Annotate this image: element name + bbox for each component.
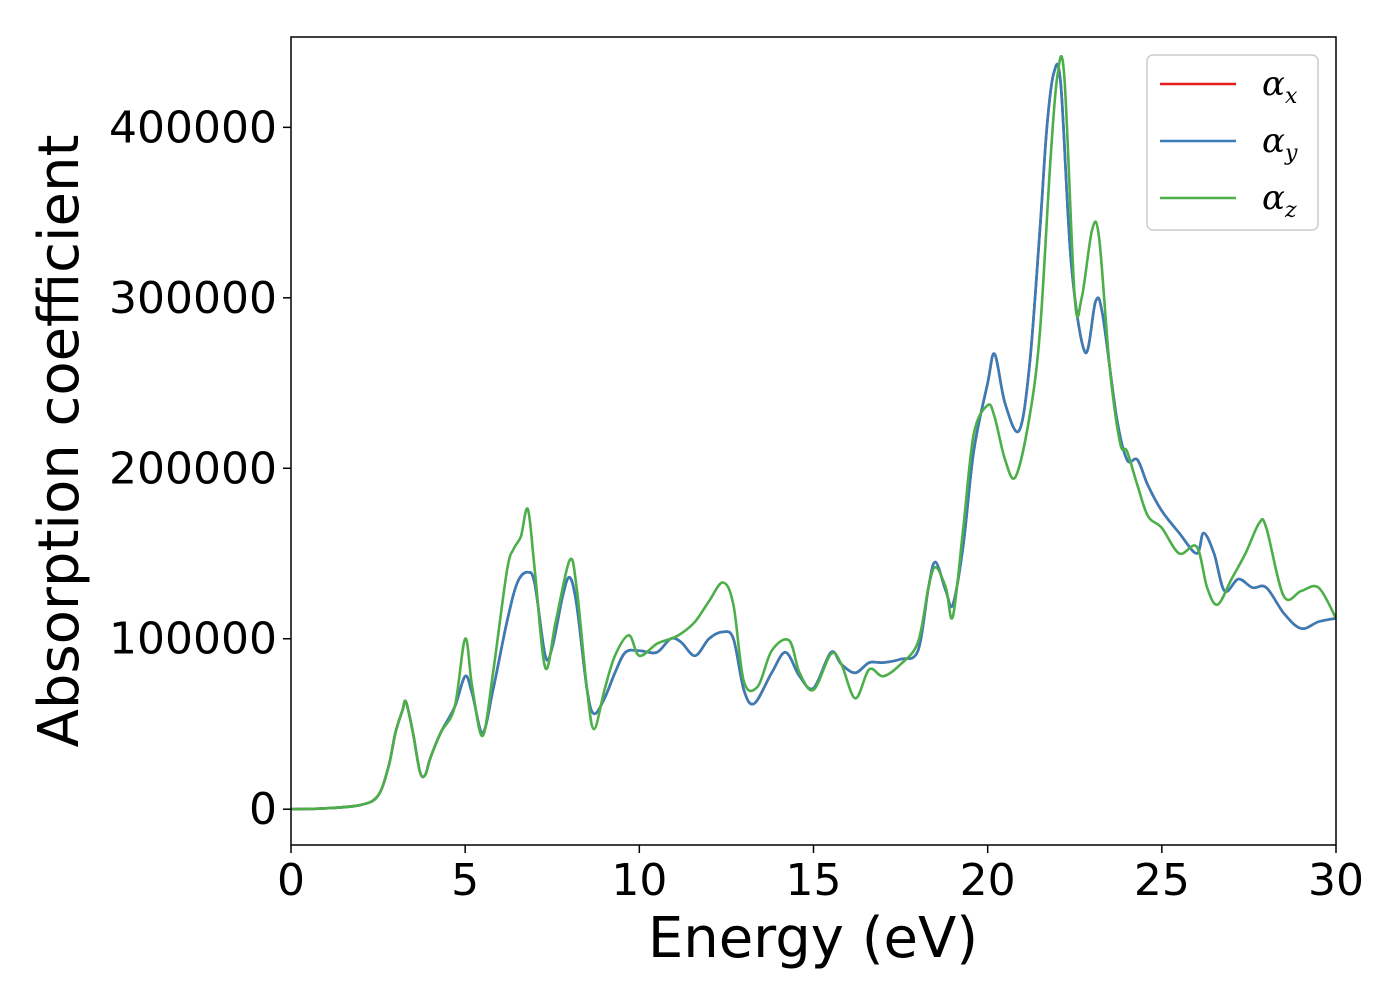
y-tick-label: 100000 bbox=[109, 614, 277, 665]
legend-symbol: α bbox=[1262, 178, 1285, 218]
x-axis-title: Energy (eV) bbox=[648, 906, 978, 971]
x-tick-label: 15 bbox=[786, 855, 842, 906]
legend-label-x: αx bbox=[1262, 64, 1298, 109]
legend-symbol: α bbox=[1262, 121, 1285, 161]
legend-subscript: y bbox=[1284, 141, 1298, 166]
x-tick-label: 20 bbox=[960, 855, 1016, 906]
y-axis: 0 100000 200000 300000 400000 bbox=[109, 102, 291, 835]
legend-label-z: αz bbox=[1262, 178, 1297, 223]
x-tick-label: 10 bbox=[611, 855, 667, 906]
x-tick-label: 5 bbox=[451, 855, 479, 906]
x-tick-label: 0 bbox=[277, 855, 305, 906]
legend-label-y: αy bbox=[1262, 121, 1298, 166]
legend-symbol: α bbox=[1262, 64, 1285, 104]
legend-box bbox=[1146, 54, 1319, 231]
y-tick-label: 300000 bbox=[109, 273, 277, 324]
x-tick-label: 30 bbox=[1308, 855, 1364, 906]
legend-subscript: z bbox=[1284, 198, 1297, 223]
y-tick-label: 400000 bbox=[109, 102, 277, 153]
series-line-z bbox=[291, 55, 1336, 811]
x-tick-label: 25 bbox=[1134, 855, 1190, 906]
x-axis: 0 5 10 15 20 25 30 bbox=[277, 845, 1364, 906]
y-tick-label: 0 bbox=[249, 784, 277, 835]
y-axis-title: Absorption coefficient bbox=[27, 135, 92, 748]
legend-subscript: x bbox=[1285, 84, 1298, 109]
series-lines bbox=[291, 55, 1336, 811]
y-tick-label: 200000 bbox=[109, 443, 277, 494]
